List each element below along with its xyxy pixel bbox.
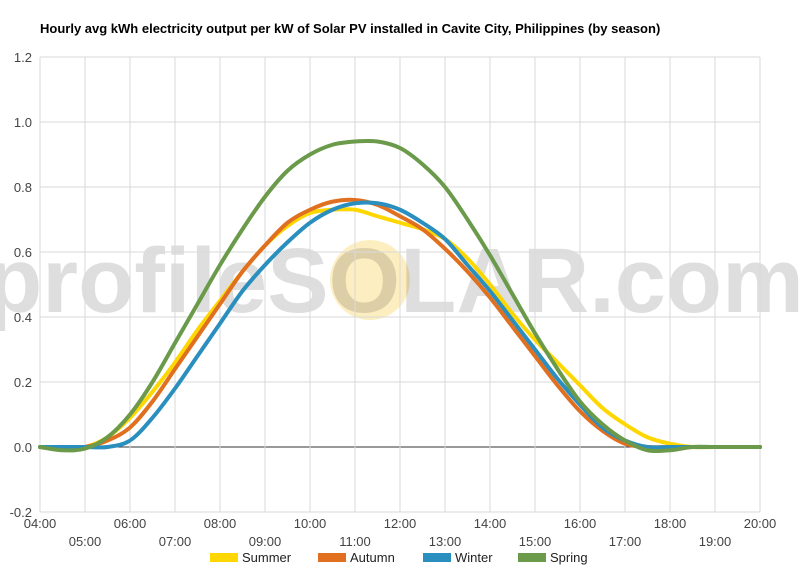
legend-item-winter[interactable]: Winter	[423, 550, 493, 565]
x-tick-label: 04:00	[24, 516, 57, 531]
legend-label: Spring	[550, 550, 588, 565]
x-tick-label: 06:00	[114, 516, 147, 531]
series-layer	[38, 138, 762, 454]
y-tick-label: 0.0	[14, 440, 32, 455]
x-tick-label: 10:00	[294, 516, 327, 531]
legend-label: Autumn	[350, 550, 395, 565]
legend-item-spring[interactable]: Spring	[518, 550, 588, 565]
y-tick-label: -0.2	[10, 505, 32, 520]
y-tick-label: 1.0	[14, 115, 32, 130]
axis-layer: -0.2 0.0 0.2 0.4 0.6 0.8 1.0 1.2 04:00 06:00 08:00…	[10, 50, 777, 549]
y-tick-label: 0.8	[14, 180, 32, 195]
x-tick-label: 07:00	[159, 534, 192, 549]
series-line-summer	[38, 207, 762, 451]
x-tick-label: 16:00	[564, 516, 597, 531]
x-tick-label: 13:00	[429, 534, 462, 549]
x-tick-label: 19:00	[699, 534, 732, 549]
grid-layer	[39, 56, 761, 513]
y-tick-label: 0.2	[14, 375, 32, 390]
y-tick-label: 0.6	[14, 245, 32, 260]
y-tick-label: 1.2	[14, 50, 32, 65]
legend-swatch	[318, 553, 346, 562]
legend-label: Summer	[242, 550, 292, 565]
legend-item-summer[interactable]: Summer	[210, 550, 292, 565]
x-tick-label: 17:00	[609, 534, 642, 549]
legend-swatch	[210, 553, 238, 562]
legend-swatch	[423, 553, 451, 562]
x-tick-label: 14:00	[474, 516, 507, 531]
legend[interactable]: Summer Autumn Winter Spring	[210, 550, 588, 565]
chart-title: Hourly avg kWh electricity output per kW…	[40, 21, 660, 36]
x-tick-label: 09:00	[249, 534, 282, 549]
x-tick-label: 05:00	[69, 534, 102, 549]
legend-label: Winter	[455, 550, 493, 565]
legend-swatch	[518, 553, 546, 562]
x-tick-label: 08:00	[204, 516, 237, 531]
y-tick-label: 0.4	[14, 310, 32, 325]
x-tick-label: 12:00	[384, 516, 417, 531]
x-tick-label: 20:00	[744, 516, 777, 531]
watermark-sun-icon	[330, 240, 410, 320]
legend-item-autumn[interactable]: Autumn	[318, 550, 395, 565]
series-line-winter	[38, 200, 762, 450]
x-tick-label: 18:00	[654, 516, 687, 531]
series-line-spring	[38, 138, 762, 454]
x-tick-label: 11:00	[339, 534, 371, 549]
x-tick-label: 15:00	[519, 534, 552, 549]
